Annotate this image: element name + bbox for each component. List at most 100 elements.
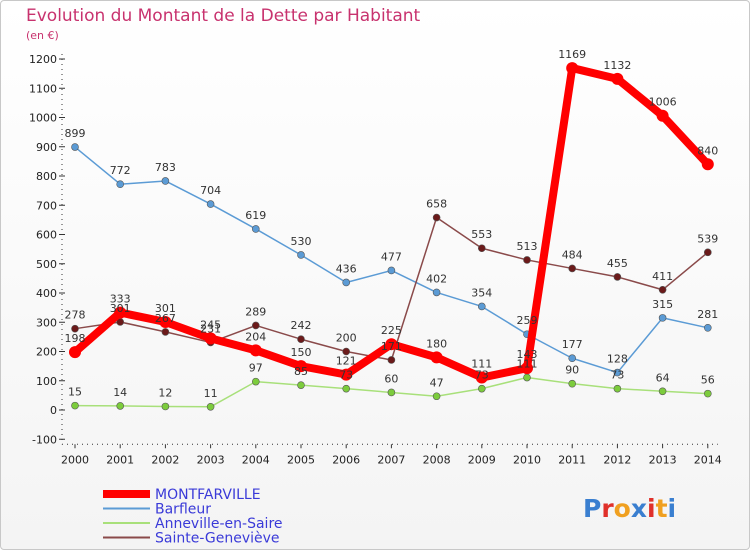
data-label-anneville-en-saire: 47 xyxy=(430,376,444,389)
data-label-sainte-genevieve: 301 xyxy=(110,302,131,315)
data-point-anneville-en-saire xyxy=(342,384,351,393)
legend-label-montfarville: MONTFARVILLE xyxy=(155,487,261,503)
data-label-anneville-en-saire: 12 xyxy=(158,386,172,399)
data-label-sainte-genevieve: 278 xyxy=(65,309,86,322)
data-point-barfleur xyxy=(658,314,667,322)
data-label-sainte-genevieve: 455 xyxy=(607,257,628,270)
series-sainte-genevieve xyxy=(71,213,712,364)
data-label-sainte-genevieve: 242 xyxy=(291,319,312,332)
data-point-barfleur xyxy=(71,143,79,151)
data-label-barfleur: 402 xyxy=(426,272,447,285)
data-point-sainte-genevieve xyxy=(658,285,667,294)
data-label-montfarville: 1006 xyxy=(649,96,677,109)
x-tick-label: 2012 xyxy=(603,453,631,466)
data-label-barfleur: 619 xyxy=(245,209,266,222)
y-tick-label: 500 xyxy=(36,258,57,271)
data-label-sainte-genevieve: 484 xyxy=(562,248,583,261)
data-label-anneville-en-saire: 73 xyxy=(475,369,489,382)
x-tick-label: 2007 xyxy=(377,453,405,466)
data-point-sainte-genevieve xyxy=(387,356,396,364)
y-tick-label: -100 xyxy=(32,433,57,446)
data-point-sainte-genevieve xyxy=(342,347,351,356)
brand-letter: t xyxy=(656,494,668,523)
data-point-anneville-en-saire xyxy=(568,379,577,388)
data-label-montfarville: 121 xyxy=(336,355,357,368)
data-point-montfarville xyxy=(340,368,353,381)
y-tick-label: 300 xyxy=(36,316,57,329)
data-label-barfleur: 436 xyxy=(336,262,357,275)
y-tick-label: 600 xyxy=(36,229,57,242)
data-label-barfleur: 477 xyxy=(381,250,402,263)
data-label-montfarville: 198 xyxy=(65,332,86,345)
brand-letter: x xyxy=(631,494,647,523)
data-point-barfleur xyxy=(116,180,124,188)
x-tick-label: 2001 xyxy=(106,453,134,466)
data-label-barfleur: 704 xyxy=(200,184,221,197)
data-point-sainte-genevieve xyxy=(161,328,170,336)
data-label-barfleur: 530 xyxy=(291,235,312,248)
data-label-sainte-genevieve: 200 xyxy=(336,332,357,345)
data-label-barfleur: 177 xyxy=(562,338,583,351)
y-tick-label: 100 xyxy=(36,375,57,388)
data-point-anneville-en-saire xyxy=(477,384,486,393)
data-label-montfarville: 204 xyxy=(245,330,266,343)
series-barfleur xyxy=(71,143,712,377)
brand-letter: i xyxy=(647,494,656,523)
data-point-montfarville xyxy=(69,346,81,359)
x-tick-label: 2004 xyxy=(242,453,270,466)
data-label-anneville-en-saire: 15 xyxy=(68,386,82,399)
brand-text: Proxiti xyxy=(583,494,676,523)
series-layer xyxy=(69,62,714,411)
data-point-montfarville xyxy=(204,332,217,345)
data-label-barfleur: 354 xyxy=(471,286,492,299)
brand-letter: i xyxy=(668,494,677,523)
data-label-sainte-genevieve: 553 xyxy=(471,228,492,241)
data-point-anneville-en-saire xyxy=(523,373,531,382)
data-point-sainte-genevieve xyxy=(297,335,305,344)
data-label-barfleur: 128 xyxy=(607,353,628,366)
legend-label-anneville-en-saire: Anneville-en-Saire xyxy=(155,516,283,532)
x-tick-label: 2000 xyxy=(61,453,89,466)
data-label-barfleur: 899 xyxy=(65,127,86,140)
x-tick-label: 2006 xyxy=(332,453,360,466)
data-point-anneville-en-saire xyxy=(658,387,667,396)
data-point-montfarville xyxy=(475,371,488,384)
legend-label-sainte-genevieve: Sainte-Geneviève xyxy=(155,531,280,547)
x-tick-label: 2002 xyxy=(151,453,179,466)
data-label-sainte-genevieve: 231 xyxy=(200,322,221,335)
data-point-sainte-genevieve xyxy=(523,256,531,264)
data-label-anneville-en-saire: 97 xyxy=(249,362,263,375)
data-point-anneville-en-saire xyxy=(387,388,396,397)
data-point-barfleur xyxy=(297,251,305,259)
data-point-sainte-genevieve xyxy=(477,244,486,253)
data-label-anneville-en-saire: 90 xyxy=(565,364,579,377)
data-label-sainte-genevieve: 267 xyxy=(155,312,176,325)
data-point-montfarville xyxy=(249,344,262,357)
data-label-montfarville: 1169 xyxy=(558,48,586,61)
data-point-sainte-genevieve xyxy=(71,324,79,333)
data-point-barfleur xyxy=(161,177,170,185)
brand-letter: P xyxy=(583,494,601,523)
data-point-montfarville xyxy=(114,306,127,319)
y-tick-label: 400 xyxy=(36,287,57,300)
data-point-barfleur xyxy=(477,302,486,311)
data-point-montfarville xyxy=(656,109,669,122)
data-point-sainte-genevieve xyxy=(568,264,577,273)
data-point-anneville-en-saire xyxy=(297,381,305,389)
brand-logo: Proxiti xyxy=(583,494,676,523)
x-tick-label: 2013 xyxy=(649,453,677,466)
data-point-barfleur xyxy=(703,324,712,332)
data-label-sainte-genevieve: 171 xyxy=(381,340,402,353)
data-label-sainte-genevieve: 289 xyxy=(245,305,266,318)
data-point-montfarville xyxy=(611,72,624,85)
data-point-anneville-en-saire xyxy=(613,384,622,393)
data-label-barfleur: 315 xyxy=(652,298,673,311)
y-tick-label: 800 xyxy=(36,170,57,183)
x-tick-label: 2009 xyxy=(468,453,496,466)
data-point-montfarville xyxy=(701,158,714,171)
x-tick-label: 2005 xyxy=(287,453,315,466)
data-label-montfarville: 301 xyxy=(155,302,176,315)
data-point-sainte-genevieve xyxy=(252,321,260,330)
data-point-montfarville xyxy=(566,62,579,75)
